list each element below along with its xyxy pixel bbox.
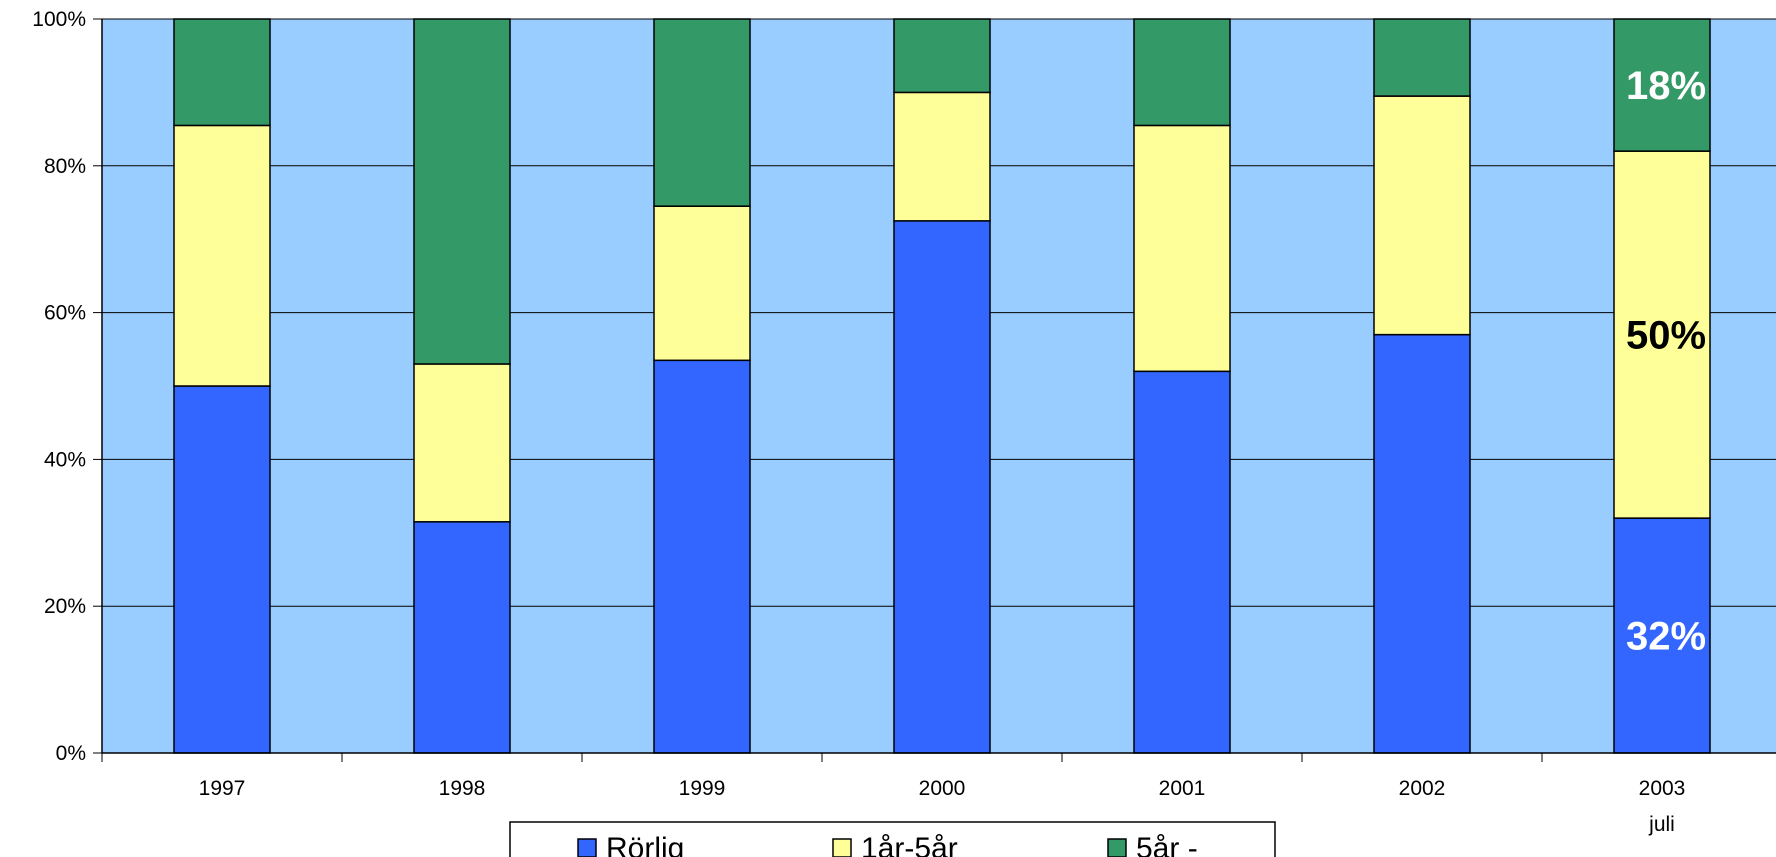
bar-2003-1ar-5ar	[1613, 150, 1711, 519]
legend: Rörlig 1år-5år 5år -	[509, 821, 1276, 857]
x-tick-label-2003: 2003	[1639, 777, 1686, 800]
legend-swatch-rorlig	[577, 838, 597, 857]
bar-2002-1ar-5ar	[1373, 95, 1471, 336]
bar-1998-rorlig	[413, 521, 511, 754]
x-axis-tick-labels: 1997 1998 1999 2000 2001 2002 2003 juli	[199, 777, 1686, 836]
bar-1999-1ar-5ar	[653, 205, 751, 362]
bar-2001-5ar	[1133, 18, 1231, 127]
legend-box	[509, 821, 1276, 857]
legend-swatch-1ar-5ar	[832, 838, 852, 857]
legend-label-1ar-5ar: 1år-5år	[861, 832, 958, 857]
bar-2002-rorlig	[1373, 333, 1471, 754]
x-tick-label-2000: 2000	[919, 777, 966, 800]
y-tick-label-0: 0%	[56, 742, 86, 765]
bar-2003-5ar	[1613, 18, 1711, 152]
bar-2000-1ar-5ar	[893, 91, 991, 222]
x-tick-label-2002: 2002	[1399, 777, 1446, 800]
bar-stack-2002	[1373, 18, 1471, 754]
bar-stack-2000	[893, 18, 991, 754]
x-tick-label-1999: 1999	[679, 777, 726, 800]
y-tick-label-100: 100%	[32, 8, 86, 31]
legend-label-rorlig: Rörlig	[606, 832, 684, 857]
legend-item-rorlig: Rörlig	[577, 832, 684, 857]
axes	[101, 19, 1776, 762]
legend-label-5ar: 5år -	[1136, 832, 1198, 857]
bar-2003-rorlig	[1613, 517, 1711, 754]
y-tick-label-80: 80%	[44, 155, 86, 178]
bar-stack-2003	[1613, 18, 1711, 754]
data-label-2003-5ar: 18%	[1626, 64, 1706, 108]
y-tick-label-40: 40%	[44, 448, 86, 471]
bar-2000-rorlig	[893, 220, 991, 754]
bar-1998-5ar	[413, 18, 511, 365]
bar-stack-2001	[1133, 18, 1231, 754]
x-tick-label-2001: 2001	[1159, 777, 1206, 800]
legend-item-1ar-5ar: 1år-5år	[832, 832, 958, 857]
y-axis-tick-labels: 0% 20% 40% 60% 80% 100%	[32, 8, 102, 765]
bars	[173, 18, 1711, 754]
data-label-2003-rorlig: 32%	[1626, 615, 1706, 659]
bar-1997-1ar-5ar	[173, 124, 271, 387]
legend-swatch-5ar	[1107, 838, 1127, 857]
legend-item-5ar: 5år -	[1107, 832, 1198, 857]
x-tick-label-1997: 1997	[199, 777, 246, 800]
bar-2002-5ar	[1373, 18, 1471, 97]
bar-1998-1ar-5ar	[413, 363, 511, 523]
data-labels: 18% 50% 32%	[1626, 64, 1706, 659]
data-label-2003-1ar-5ar: 50%	[1626, 314, 1706, 358]
bar-2001-rorlig	[1133, 370, 1231, 754]
bar-stack-1998	[413, 18, 511, 754]
bar-2001-1ar-5ar	[1133, 124, 1231, 373]
x-tick-sublabel-juli: juli	[1648, 813, 1675, 836]
y-tick-label-60: 60%	[44, 302, 86, 325]
y-tick-label-20: 20%	[44, 595, 86, 618]
bar-1999-rorlig	[653, 359, 751, 754]
bar-2000-5ar	[893, 18, 991, 94]
x-tick-label-1998: 1998	[439, 777, 486, 800]
bar-stack-1999	[653, 18, 751, 754]
bar-1999-5ar	[653, 18, 751, 207]
bar-stack-1997	[173, 18, 271, 754]
bar-1997-5ar	[173, 18, 271, 127]
bar-1997-rorlig	[173, 385, 271, 754]
